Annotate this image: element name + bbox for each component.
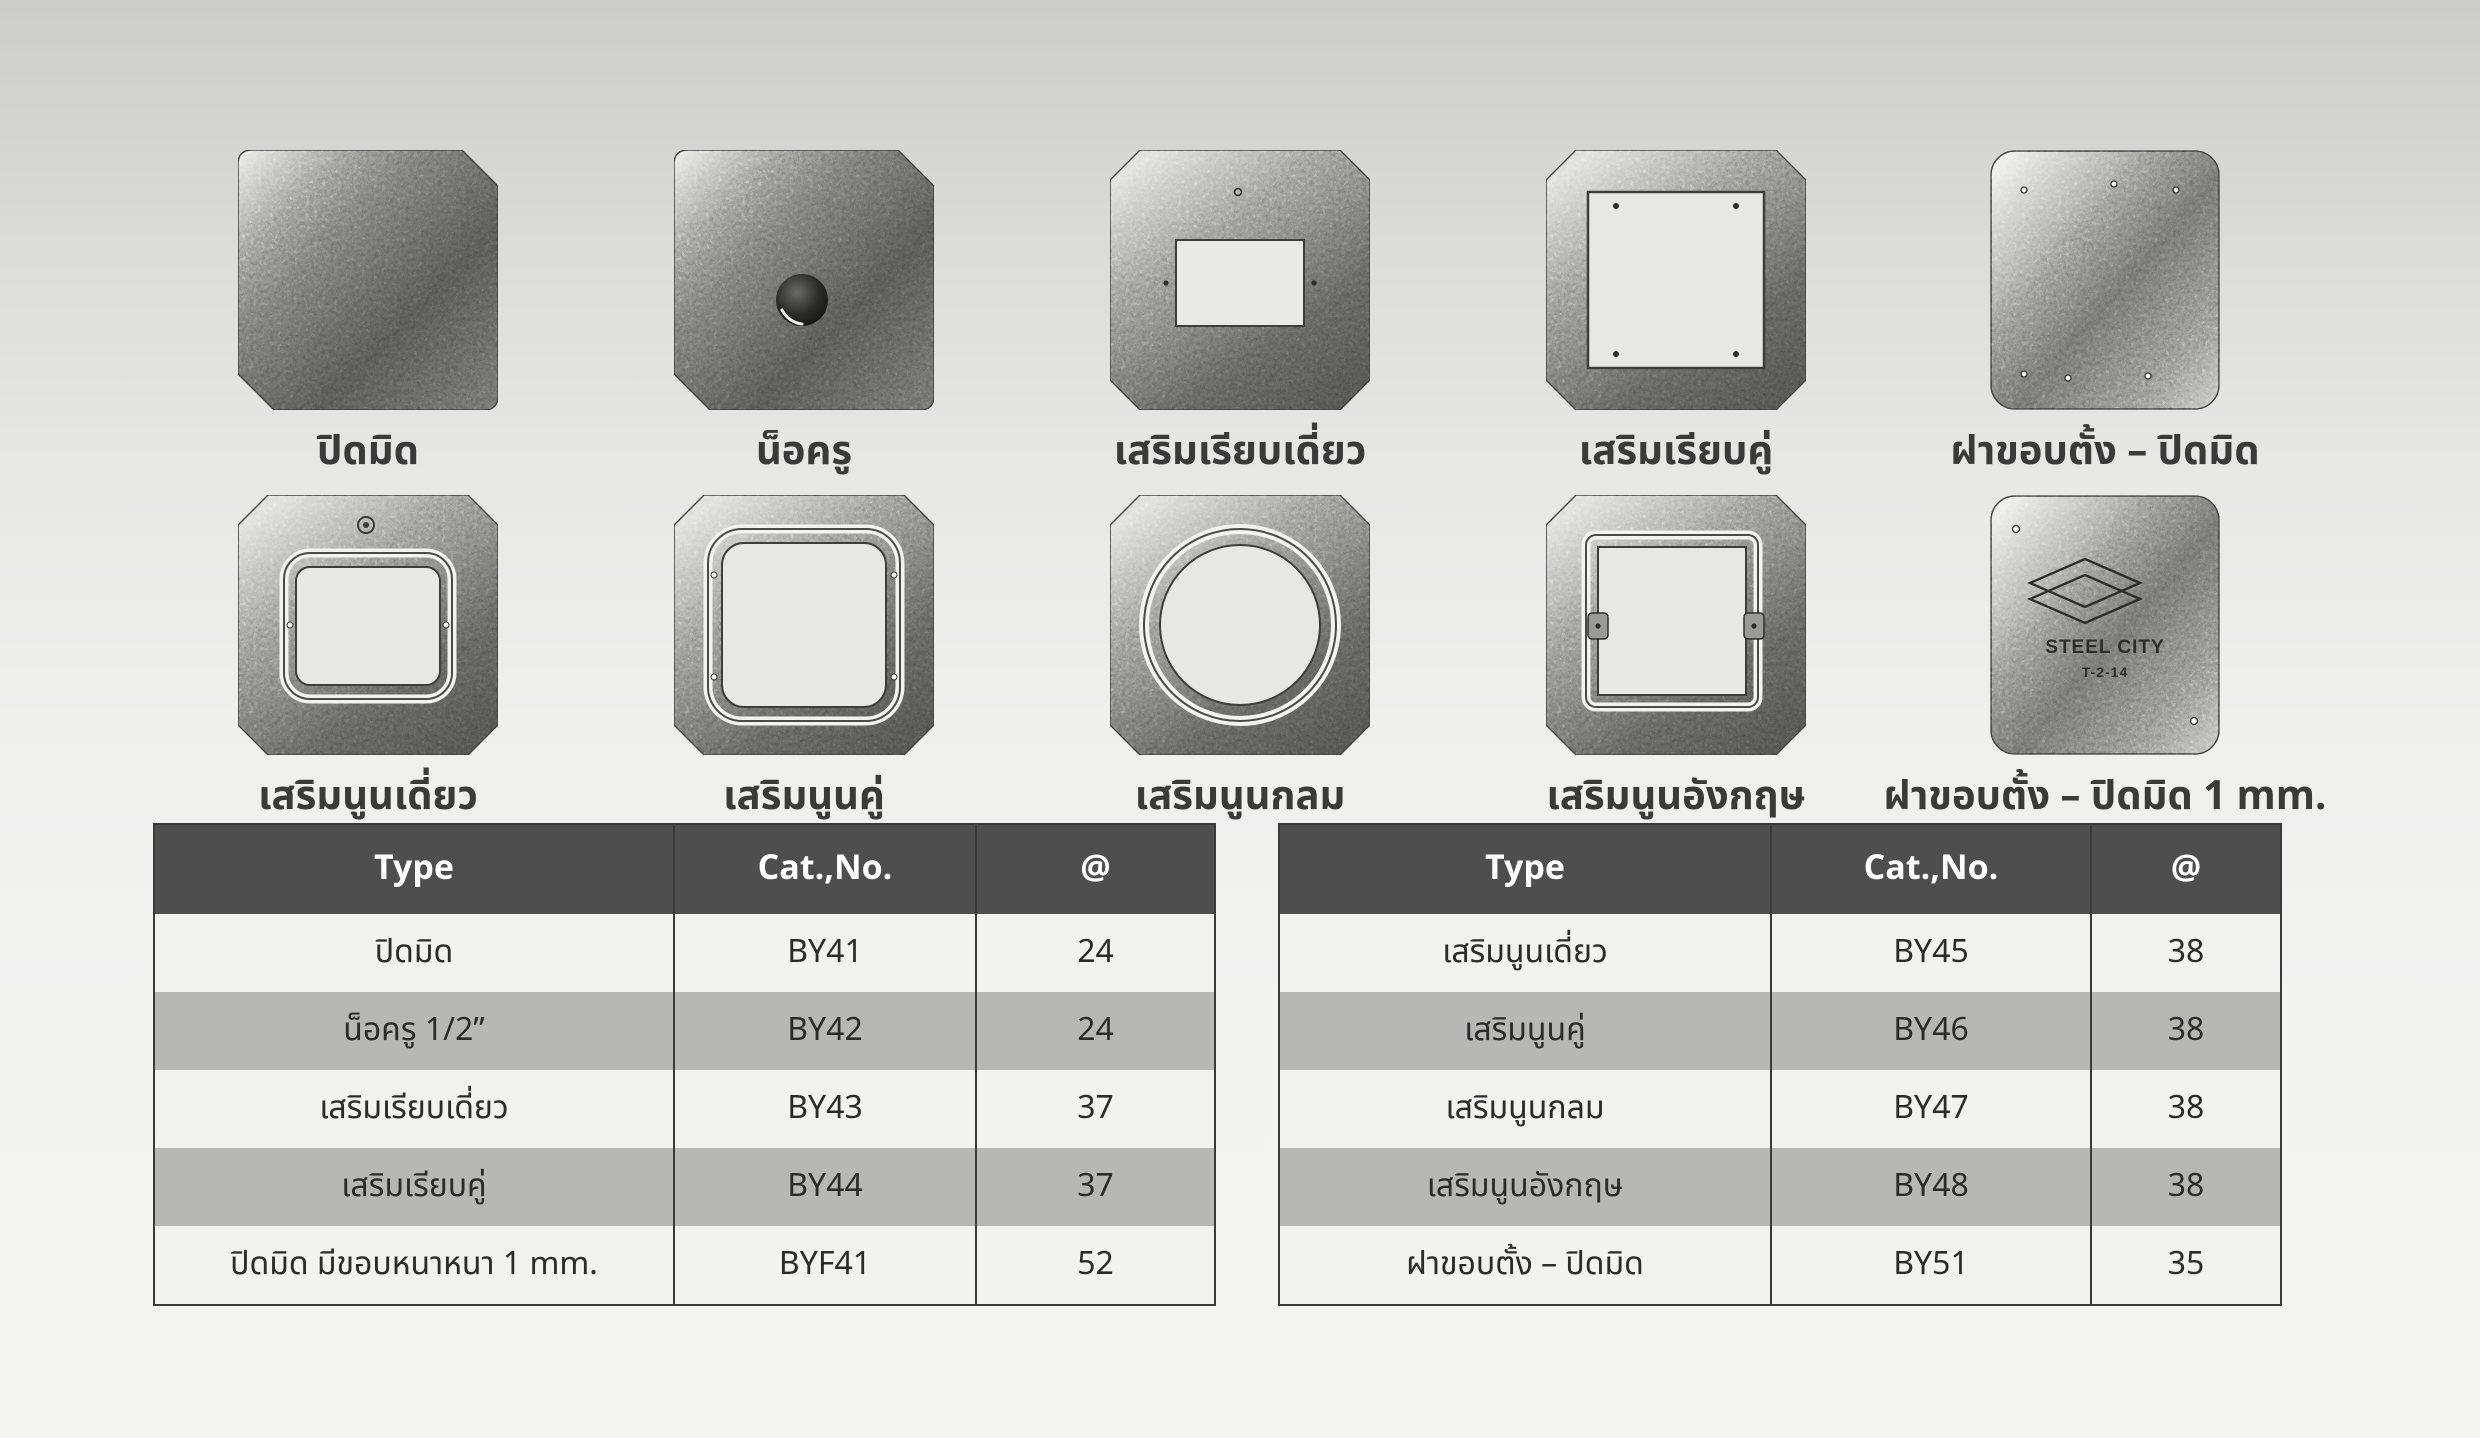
svg-text:T-2-14: T-2-14 xyxy=(2082,664,2128,680)
svg-text:STEEL CITY: STEEL CITY xyxy=(2045,637,2164,658)
